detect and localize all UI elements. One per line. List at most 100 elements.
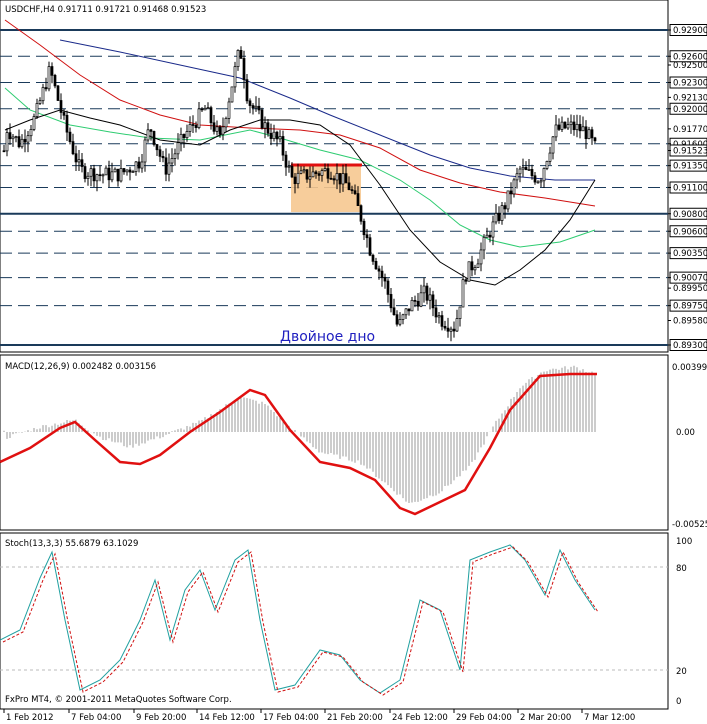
- price-label-0.90350: 0.90350: [673, 249, 707, 259]
- candle: [86, 172, 90, 186]
- candle: [569, 114, 573, 134]
- candlesticks: [2, 46, 597, 342]
- candle: [56, 84, 60, 101]
- candle: [203, 105, 207, 111]
- candle: [470, 255, 474, 277]
- candle: [62, 109, 66, 120]
- candle: [335, 163, 339, 190]
- candle: [53, 73, 57, 89]
- candle: [218, 124, 222, 138]
- candle: [176, 133, 180, 160]
- candle: [209, 105, 213, 130]
- candle: [182, 133, 186, 148]
- candle: [131, 169, 135, 173]
- candle: [98, 165, 102, 182]
- candle: [266, 119, 270, 137]
- macd-axis-bottom: -0.00525: [672, 520, 707, 530]
- candle: [158, 145, 162, 163]
- candle: [566, 117, 570, 131]
- candle: [95, 173, 99, 192]
- time-axis: 1 Feb 2012 7 Feb 04:00 9 Feb 20:00 14 Feb 1…: [3, 709, 635, 723]
- main-price-panel[interactable]: USDCHF,H4 0.91711 0.91721 0.91468 0.9152…: [0, 0, 707, 353]
- candle: [233, 61, 237, 93]
- price-label-0.90800: 0.90800: [673, 210, 707, 220]
- candle: [275, 130, 279, 147]
- price-label-0.89750: 0.89750: [673, 302, 707, 312]
- candle: [26, 131, 30, 153]
- candle: [83, 163, 87, 183]
- candle: [539, 177, 543, 188]
- candle: [491, 215, 495, 246]
- time-label: 7 Feb 04:00: [71, 713, 121, 723]
- candle: [533, 171, 537, 185]
- symbol-header: USDCHF,H4 0.91711 0.91721 0.91468 0.9152…: [5, 5, 206, 15]
- candle: [587, 126, 591, 140]
- candle: [557, 118, 561, 131]
- price-label-0.89580: 0.89580: [673, 317, 707, 327]
- candle: [461, 272, 465, 308]
- macd-histogram: [3, 365, 596, 503]
- time-label: 7 Mar 12:00: [584, 713, 635, 723]
- stoch-main-line: [0, 544, 596, 694]
- candle: [212, 114, 216, 135]
- candle: [80, 152, 84, 173]
- candle: [446, 317, 450, 338]
- stoch-axis: 100 80 20 0: [676, 537, 692, 707]
- candle: [368, 234, 372, 257]
- candle: [512, 177, 516, 198]
- copyright-footer: FxPro MT4, © 2001-2011 MetaQuotes Softwa…: [5, 695, 232, 705]
- candle: [278, 130, 282, 143]
- candle: [353, 184, 357, 196]
- stoch-axis-80: 80: [676, 564, 687, 574]
- candle: [71, 133, 75, 156]
- candle: [467, 261, 471, 282]
- candle: [2, 144, 6, 153]
- candle: [236, 49, 240, 71]
- candle: [578, 115, 582, 139]
- candle: [164, 148, 168, 182]
- candle: [521, 158, 525, 177]
- candle: [434, 299, 438, 323]
- candle: [389, 287, 393, 313]
- candle: [545, 160, 549, 171]
- candle: [527, 159, 531, 171]
- candle: [128, 166, 132, 181]
- candle: [341, 164, 345, 192]
- candle: [344, 163, 348, 184]
- candle: [194, 121, 198, 133]
- candle: [167, 153, 171, 182]
- candle: [494, 203, 498, 225]
- candle: [407, 308, 411, 316]
- macd-panel[interactable]: MACD(12,26,9) 0.002482 0.003156 0.00399 …: [0, 354, 707, 531]
- macd-axis: 0.00399 0.00 -0.00525: [672, 363, 707, 530]
- candle: [260, 107, 264, 130]
- candle: [308, 166, 312, 188]
- candle: [113, 167, 117, 173]
- candle: [386, 278, 390, 303]
- candle: [173, 148, 177, 166]
- candle: [251, 103, 255, 115]
- candle: [320, 168, 324, 182]
- candle: [572, 115, 576, 136]
- candle: [497, 206, 501, 224]
- candle: [326, 163, 330, 184]
- candle: [551, 136, 555, 160]
- candle: [395, 310, 399, 327]
- stoch-axis-100: 100: [676, 537, 692, 547]
- candle: [416, 293, 420, 311]
- candle: [299, 166, 303, 175]
- time-label: 2 Mar 20:00: [520, 713, 571, 723]
- candle: [584, 120, 588, 149]
- candle: [425, 282, 429, 305]
- stoch-axis-20: 20: [676, 667, 687, 677]
- candle: [5, 127, 9, 157]
- stochastic-panel[interactable]: Stoch(13,3,3) 55.6879 63.1029 FxPro MT4,…: [0, 532, 692, 710]
- candle: [581, 116, 585, 132]
- macd-header: MACD(12,26,9) 0.002482 0.003156: [5, 362, 156, 372]
- candle: [428, 287, 432, 310]
- candle: [179, 127, 183, 152]
- candle: [29, 124, 33, 142]
- candle: [47, 61, 51, 92]
